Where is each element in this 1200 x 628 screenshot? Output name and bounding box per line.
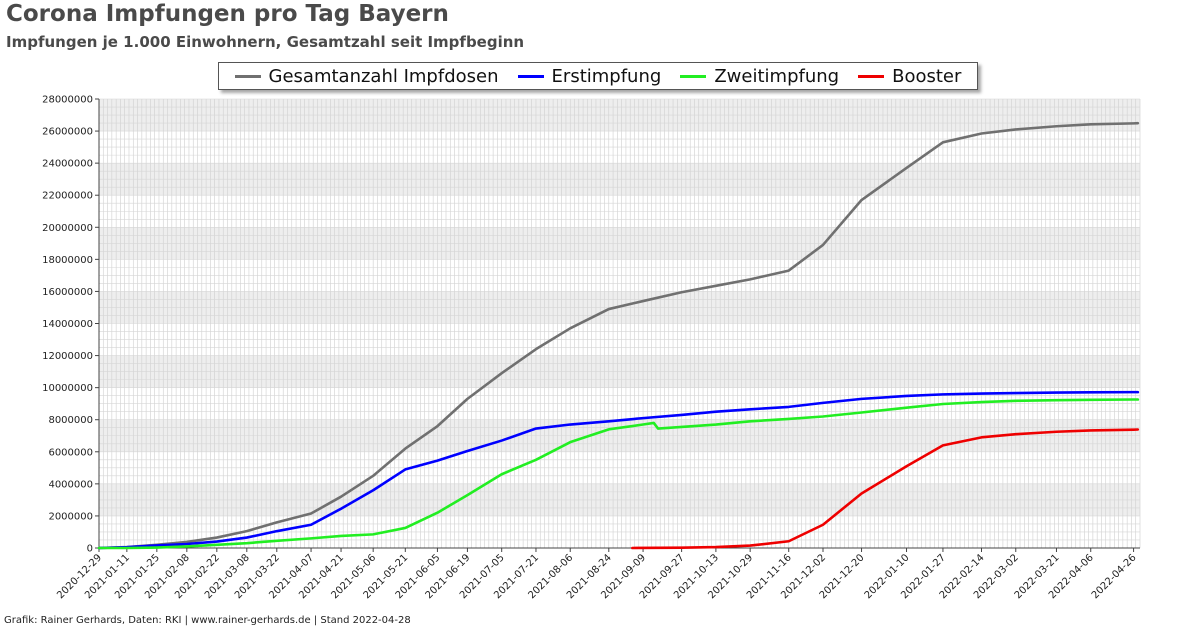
y-tick-label: 4000000 [48,479,93,490]
y-tick-label: 20000000 [42,223,93,234]
chart-title: Corona Impfungen pro Tag Bayern [6,1,449,27]
y-tick-label: 18000000 [42,255,93,266]
legend-item: Erstimpfung [517,65,662,87]
series-line-1 [97,121,1140,550]
legend-label: Gesamtanzahl Impfdosen [268,65,499,87]
x-tick-label: 2022-04-26 [1090,552,1139,601]
y-tick-label: 16000000 [42,287,93,298]
series-line-4 [631,428,1140,550]
legend-label: Erstimpfung [551,65,662,87]
y-tick-label: 2000000 [48,511,93,522]
y-tick-label: 0 [87,544,93,555]
legend-swatch [858,74,885,78]
y-tick-label: 28000000 [42,95,93,106]
legend-swatch [234,74,261,78]
y-tick-label: 8000000 [48,415,93,426]
legend-label: Booster [892,65,962,87]
legend-swatch [517,74,544,78]
chart-subtitle: Impfungen je 1.000 Einwohnern, Gesamtzah… [6,33,525,51]
legend-item: Gesamtanzahl Impfdosen [234,65,499,87]
legend-item: Booster [858,66,961,87]
y-tick-label: 12000000 [42,351,93,362]
legend-label: Zweitimpfung [714,65,840,87]
legend-swatch [680,74,707,78]
y-tick-label: 26000000 [42,127,93,138]
y-tick-label: 14000000 [42,319,93,330]
y-tick-label: 6000000 [48,447,93,458]
chart-footer: Grafik: Rainer Gerhards, Daten: RKI | ww… [4,615,411,626]
y-tick-label: 10000000 [42,383,93,394]
y-tick-label: 24000000 [42,159,93,170]
chart-legend: Gesamtanzahl Impfdosen Erstimpfung Zweitim… [218,62,978,90]
series-line-2 [97,390,1140,550]
y-tick-label: 22000000 [42,191,93,202]
legend-item: Zweitimpfung [680,66,839,87]
series-line-3 [97,398,1140,550]
